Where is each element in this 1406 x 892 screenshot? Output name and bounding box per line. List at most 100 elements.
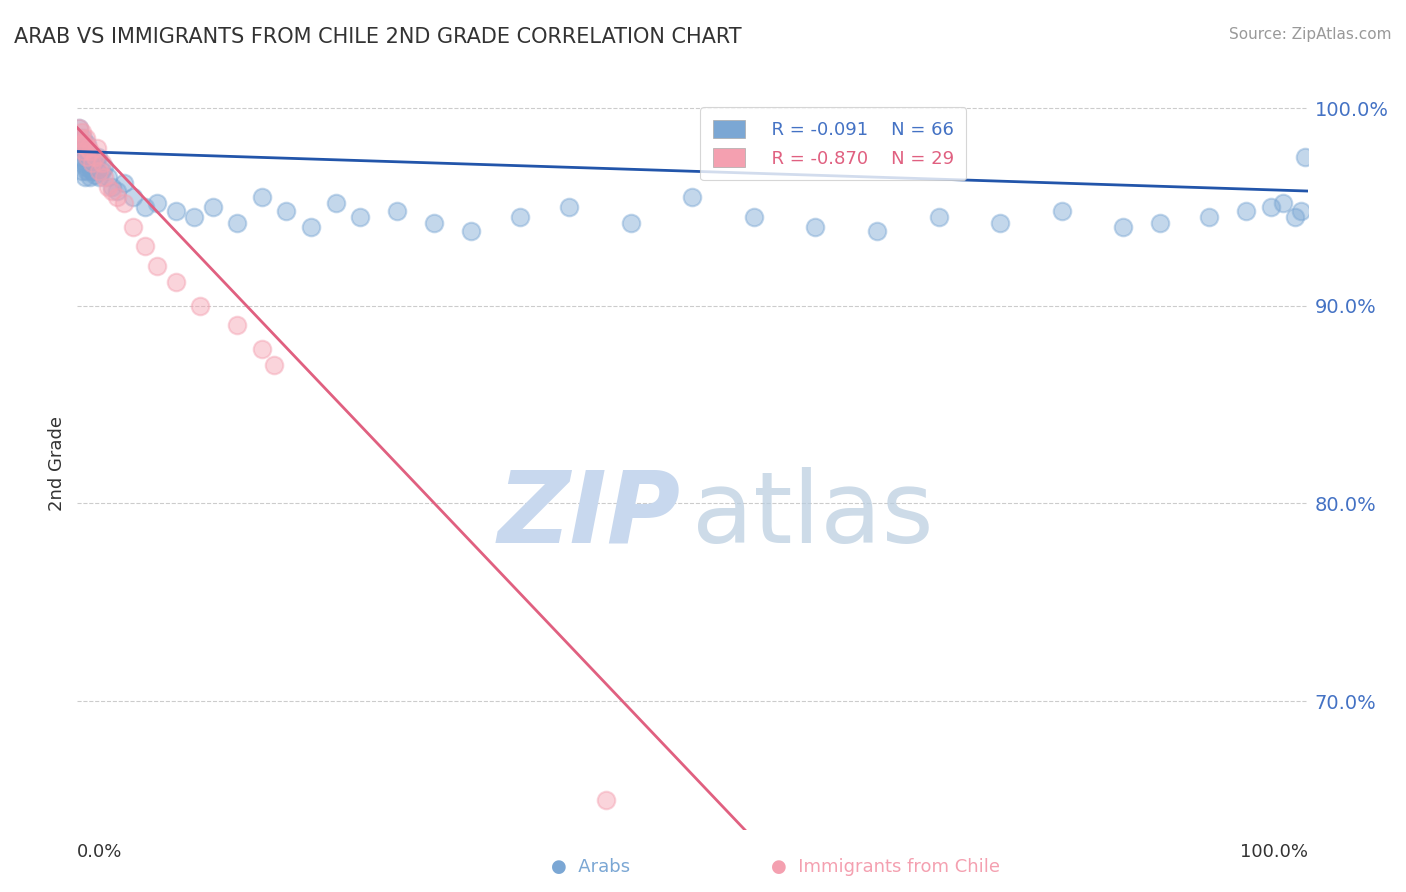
Point bbox=[72, 130, 94, 145]
Point bbox=[80, 161, 103, 175]
Point bbox=[188, 299, 212, 313]
Point bbox=[134, 200, 156, 214]
Point bbox=[201, 200, 224, 214]
Point bbox=[75, 161, 97, 175]
Point bbox=[79, 150, 101, 164]
Point bbox=[165, 203, 187, 218]
Point bbox=[82, 156, 104, 170]
Point bbox=[595, 793, 617, 807]
Point bbox=[682, 190, 704, 204]
Point bbox=[69, 130, 91, 145]
Point bbox=[1291, 203, 1313, 218]
Point bbox=[558, 200, 581, 214]
Point bbox=[299, 219, 322, 234]
Point bbox=[77, 140, 100, 154]
Point bbox=[67, 120, 90, 135]
Point bbox=[75, 130, 97, 145]
Point bbox=[90, 156, 114, 170]
Point bbox=[70, 125, 93, 139]
Point bbox=[620, 216, 643, 230]
Text: atlas: atlas bbox=[693, 467, 934, 564]
Point bbox=[82, 164, 104, 178]
Point bbox=[67, 120, 90, 135]
Point bbox=[1260, 200, 1282, 214]
Point bbox=[105, 184, 128, 198]
Legend:   R = -0.091    N = 66,   R = -0.870    N = 29: R = -0.091 N = 66, R = -0.870 N = 29 bbox=[700, 107, 966, 180]
Point bbox=[70, 136, 93, 151]
Point bbox=[97, 170, 120, 185]
Point bbox=[75, 150, 97, 164]
Point bbox=[1272, 195, 1295, 210]
Point bbox=[121, 219, 143, 234]
Point bbox=[1112, 219, 1135, 234]
Point bbox=[93, 170, 115, 185]
Point bbox=[70, 145, 93, 159]
Point bbox=[76, 164, 98, 178]
Point bbox=[70, 140, 93, 154]
Point bbox=[804, 219, 827, 234]
Point bbox=[79, 170, 101, 185]
Point bbox=[183, 210, 205, 224]
Point bbox=[742, 210, 765, 224]
Point bbox=[250, 342, 273, 356]
Point bbox=[276, 203, 298, 218]
Point bbox=[121, 190, 143, 204]
Point bbox=[1294, 150, 1316, 164]
Point bbox=[146, 195, 169, 210]
Point bbox=[988, 216, 1011, 230]
Point bbox=[76, 150, 98, 164]
Point bbox=[72, 145, 94, 159]
Point bbox=[226, 216, 249, 230]
Text: 0.0%: 0.0% bbox=[77, 843, 122, 861]
Text: ●  Arabs: ● Arabs bbox=[551, 858, 630, 876]
Point bbox=[1149, 216, 1171, 230]
Point bbox=[165, 275, 187, 289]
Point bbox=[86, 140, 108, 154]
Point bbox=[226, 318, 249, 333]
Point bbox=[509, 210, 531, 224]
Point bbox=[134, 239, 156, 253]
Point bbox=[77, 145, 100, 159]
Text: Source: ZipAtlas.com: Source: ZipAtlas.com bbox=[1229, 27, 1392, 42]
Point bbox=[83, 168, 105, 182]
Point bbox=[72, 154, 94, 169]
Point bbox=[250, 190, 273, 204]
Text: ●  Immigrants from Chile: ● Immigrants from Chile bbox=[772, 858, 1000, 876]
Point bbox=[112, 195, 135, 210]
Point bbox=[101, 184, 124, 198]
Point bbox=[1198, 210, 1220, 224]
Point bbox=[79, 145, 101, 159]
Point bbox=[1234, 203, 1257, 218]
Point bbox=[105, 190, 128, 204]
Point bbox=[73, 136, 96, 151]
Point bbox=[928, 210, 950, 224]
Point bbox=[84, 153, 107, 167]
Point bbox=[866, 223, 889, 237]
Text: 100.0%: 100.0% bbox=[1240, 843, 1308, 861]
Point bbox=[82, 156, 104, 170]
Point bbox=[146, 259, 169, 273]
Point bbox=[70, 164, 93, 178]
Point bbox=[349, 210, 371, 224]
Point bbox=[69, 130, 91, 145]
Point bbox=[1050, 203, 1073, 218]
Point bbox=[101, 180, 124, 194]
Point bbox=[87, 150, 110, 164]
Point bbox=[76, 136, 98, 151]
Point bbox=[83, 150, 105, 164]
Point bbox=[385, 203, 409, 218]
Point bbox=[97, 180, 120, 194]
Point bbox=[70, 156, 93, 170]
Point bbox=[460, 223, 482, 237]
Point bbox=[89, 170, 111, 185]
Point bbox=[423, 216, 446, 230]
Text: ARAB VS IMMIGRANTS FROM CHILE 2ND GRADE CORRELATION CHART: ARAB VS IMMIGRANTS FROM CHILE 2ND GRADE … bbox=[14, 27, 742, 46]
Point bbox=[73, 170, 96, 185]
Point bbox=[73, 140, 96, 154]
Point bbox=[325, 195, 347, 210]
Point bbox=[89, 164, 111, 178]
Point bbox=[86, 164, 108, 178]
Point bbox=[112, 176, 135, 190]
Point bbox=[263, 358, 285, 372]
Point bbox=[90, 164, 114, 178]
